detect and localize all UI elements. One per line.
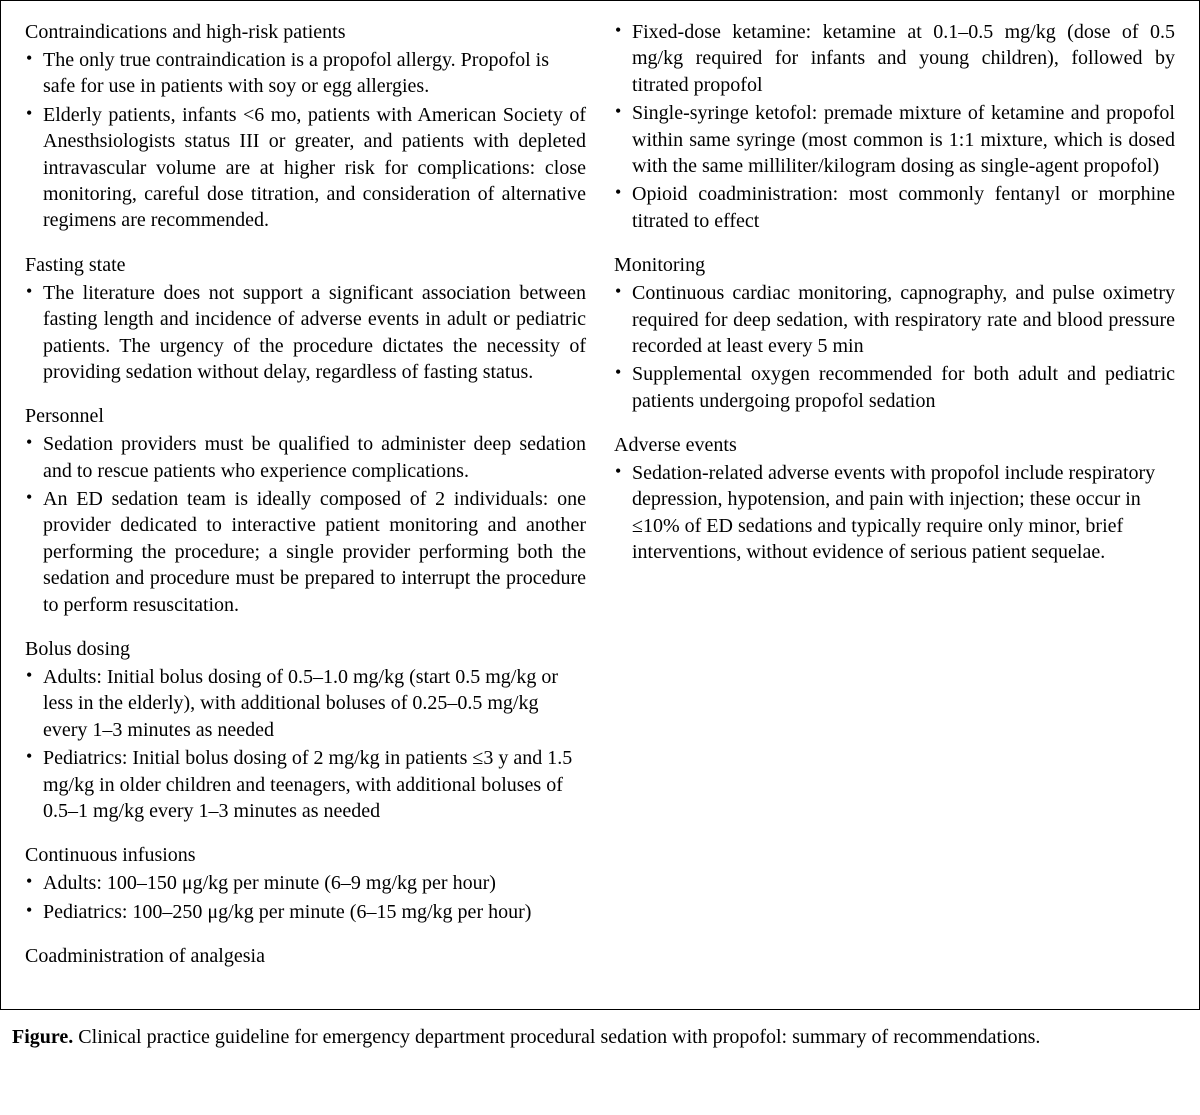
section: Adverse eventsSedation-related adverse e… <box>614 432 1175 566</box>
bullet-list: The literature does not support a signif… <box>25 280 586 386</box>
section-heading: Coadministration of analgesia <box>25 943 586 969</box>
section: Bolus dosingAdults: Initial bolus dosing… <box>25 636 586 824</box>
section: Continuous infusionsAdults: 100–150 μg/k… <box>25 842 586 925</box>
figure-caption: Figure. Clinical practice guideline for … <box>0 1010 1200 1064</box>
page-container: Contraindications and high-risk patients… <box>0 0 1200 1064</box>
list-item: Pediatrics: 100–250 μg/kg per minute (6–… <box>25 899 586 925</box>
section-heading: Monitoring <box>614 252 1175 278</box>
list-item: Sedation-related adverse events with pro… <box>614 460 1175 566</box>
bullet-list: Sedation providers must be qualified to … <box>25 431 586 618</box>
list-item: Pediatrics: Initial bolus dosing of 2 mg… <box>25 745 586 824</box>
bullet-list: Fixed-dose ketamine: ketamine at 0.1–0.5… <box>614 19 1175 234</box>
bullet-list: Sedation-related adverse events with pro… <box>614 460 1175 566</box>
section: Fasting stateThe literature does not sup… <box>25 252 586 386</box>
list-item: Single-syringe ketofol: premade mixture … <box>614 100 1175 179</box>
section-heading: Personnel <box>25 403 586 429</box>
list-item: The literature does not support a signif… <box>25 280 586 386</box>
section: PersonnelSedation providers must be qual… <box>25 403 586 618</box>
list-item: Continuous cardiac monitoring, capnograp… <box>614 280 1175 359</box>
section-heading: Adverse events <box>614 432 1175 458</box>
section-heading: Bolus dosing <box>25 636 586 662</box>
bullet-list: Adults: 100–150 μg/kg per minute (6–9 mg… <box>25 870 586 925</box>
list-item: Sedation providers must be qualified to … <box>25 431 586 484</box>
section-heading: Continuous infusions <box>25 842 586 868</box>
caption-text: Clinical practice guideline for emergenc… <box>78 1026 1040 1048</box>
bullet-list: Continuous cardiac monitoring, capnograp… <box>614 280 1175 414</box>
list-item: Adults: Initial bolus dosing of 0.5–1.0 … <box>25 664 586 743</box>
list-item: Opioid coadministration: most commonly f… <box>614 181 1175 234</box>
list-item: The only true contraindication is a prop… <box>25 47 586 100</box>
list-item: Adults: 100–150 μg/kg per minute (6–9 mg… <box>25 870 586 896</box>
section: Contraindications and high-risk patients… <box>25 19 586 234</box>
list-item: Supplemental oxygen recommended for both… <box>614 361 1175 414</box>
caption-label: Figure. <box>12 1026 73 1048</box>
bullet-list: The only true contraindication is a prop… <box>25 47 586 234</box>
section-heading: Fasting state <box>25 252 586 278</box>
content-box: Contraindications and high-risk patients… <box>0 0 1200 1010</box>
list-item: An ED sedation team is ideally composed … <box>25 486 586 618</box>
bullet-list: Adults: Initial bolus dosing of 0.5–1.0 … <box>25 664 586 824</box>
list-item: Elderly patients, infants <6 mo, patient… <box>25 102 586 234</box>
section: MonitoringContinuous cardiac monitoring,… <box>614 252 1175 414</box>
list-item: Fixed-dose ketamine: ketamine at 0.1–0.5… <box>614 19 1175 98</box>
section-heading: Contraindications and high-risk patients <box>25 19 586 45</box>
